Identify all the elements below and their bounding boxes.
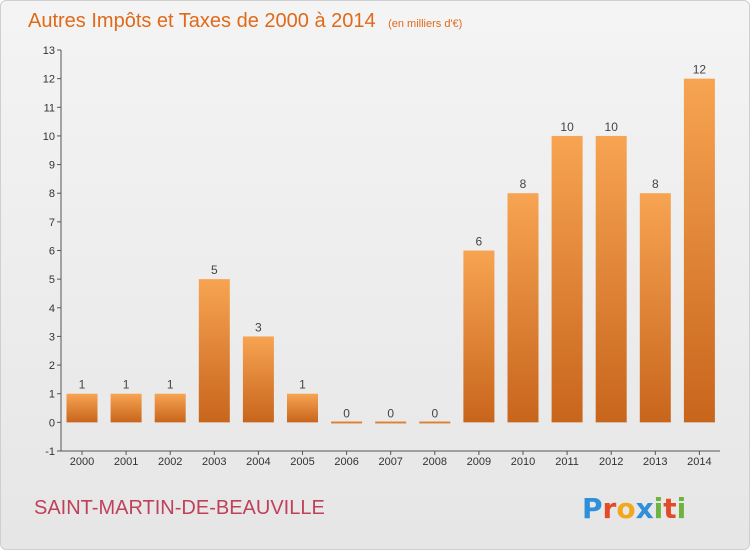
chart-title-text: Autres Impôts et Taxes de 2000 à 2014 (e… <box>28 10 462 32</box>
y-tick-label: 5 <box>49 274 55 286</box>
bar-2001 <box>110 393 142 423</box>
data-label-2010: 8 <box>520 177 527 191</box>
y-tick-label: -1 <box>45 446 55 458</box>
logo-letter: x <box>636 492 654 525</box>
data-label-2005: 1 <box>299 378 306 392</box>
bar-2002 <box>154 393 186 423</box>
y-tick-label: 0 <box>49 417 55 429</box>
bar-2004 <box>242 336 274 423</box>
bar-2007 <box>375 421 407 424</box>
x-tick-label: 2004 <box>246 456 270 468</box>
x-tick-label: 2010 <box>511 456 535 468</box>
bar-2010 <box>507 193 539 423</box>
bar-2012 <box>595 135 627 423</box>
bar-2011 <box>551 135 583 423</box>
bar-2003 <box>198 279 230 423</box>
y-tick-label: 6 <box>49 246 55 258</box>
x-tick-label: 2007 <box>378 456 402 468</box>
data-label-2000: 1 <box>79 378 86 392</box>
y-tick-label: 8 <box>49 188 55 200</box>
y-tick-label: 4 <box>49 303 55 315</box>
x-tick-label: 2009 <box>467 456 491 468</box>
chart-subtitle: (en milliers d'€) <box>388 18 462 30</box>
logo-letter: r <box>603 492 617 525</box>
proxiti-logo: Proxiti <box>582 492 686 525</box>
bar-2009 <box>463 250 495 423</box>
commune-name: SAINT-MARTIN-DE-BEAUVILLE <box>34 497 325 519</box>
logo-letter: t <box>663 492 676 525</box>
data-label-2012: 10 <box>605 120 619 134</box>
x-tick-label: 2003 <box>202 456 226 468</box>
data-label-2013: 8 <box>652 177 659 191</box>
x-tick-label: 2012 <box>599 456 623 468</box>
bar-2014 <box>683 78 715 423</box>
y-tick-label: 2 <box>49 360 55 372</box>
logo-letter: o <box>616 492 635 525</box>
y-tick-label: 10 <box>43 131 55 143</box>
y-tick-label: 1 <box>49 389 55 401</box>
x-tick-label: 2002 <box>158 456 182 468</box>
bar-2000 <box>66 393 98 423</box>
y-tick-label: 13 <box>43 45 55 57</box>
y-tick-label: 12 <box>43 74 55 86</box>
x-tick-label: 2005 <box>290 456 314 468</box>
chart-title: Autres Impôts et Taxes de 2000 à 2014 <box>28 10 376 32</box>
x-tick-label: 2001 <box>114 456 138 468</box>
bars <box>66 78 715 424</box>
data-label-2008: 0 <box>431 406 438 420</box>
data-label-2001: 1 <box>123 378 130 392</box>
x-tick-label: 2006 <box>334 456 358 468</box>
x-tick-label: 2011 <box>555 456 579 468</box>
y-tick-label: 7 <box>49 217 55 229</box>
bar-2006 <box>331 421 363 424</box>
x-tick-label: 2008 <box>423 456 447 468</box>
x-tick-label: 2000 <box>70 456 94 468</box>
bar-2013 <box>639 193 671 423</box>
data-label-2009: 6 <box>476 235 483 249</box>
proxiti-logo-text: Proxiti <box>582 492 686 525</box>
data-label-2002: 1 <box>167 378 174 392</box>
bar-2005 <box>287 393 318 423</box>
data-label-2014: 12 <box>693 63 707 77</box>
data-label-2006: 0 <box>343 406 350 420</box>
data-label-2004: 3 <box>255 320 262 334</box>
x-tick-label: 2014 <box>687 456 711 468</box>
data-label-2011: 10 <box>560 120 574 134</box>
data-label-2007: 0 <box>387 406 394 420</box>
logo-letter: i <box>654 492 664 525</box>
y-tick-label: 9 <box>49 160 55 172</box>
logo-letter: P <box>582 492 603 525</box>
data-label-2003: 5 <box>211 263 218 277</box>
x-axis: 2000 2001 2002 2003 2004 2005 2006 2007 2008 2009… <box>61 450 720 468</box>
logo-letter: i <box>677 492 687 525</box>
y-tick-label: 3 <box>49 331 55 343</box>
y-tick-label: 11 <box>44 102 55 114</box>
x-tick-label: 2013 <box>643 456 667 468</box>
bar-2008 <box>419 421 451 424</box>
